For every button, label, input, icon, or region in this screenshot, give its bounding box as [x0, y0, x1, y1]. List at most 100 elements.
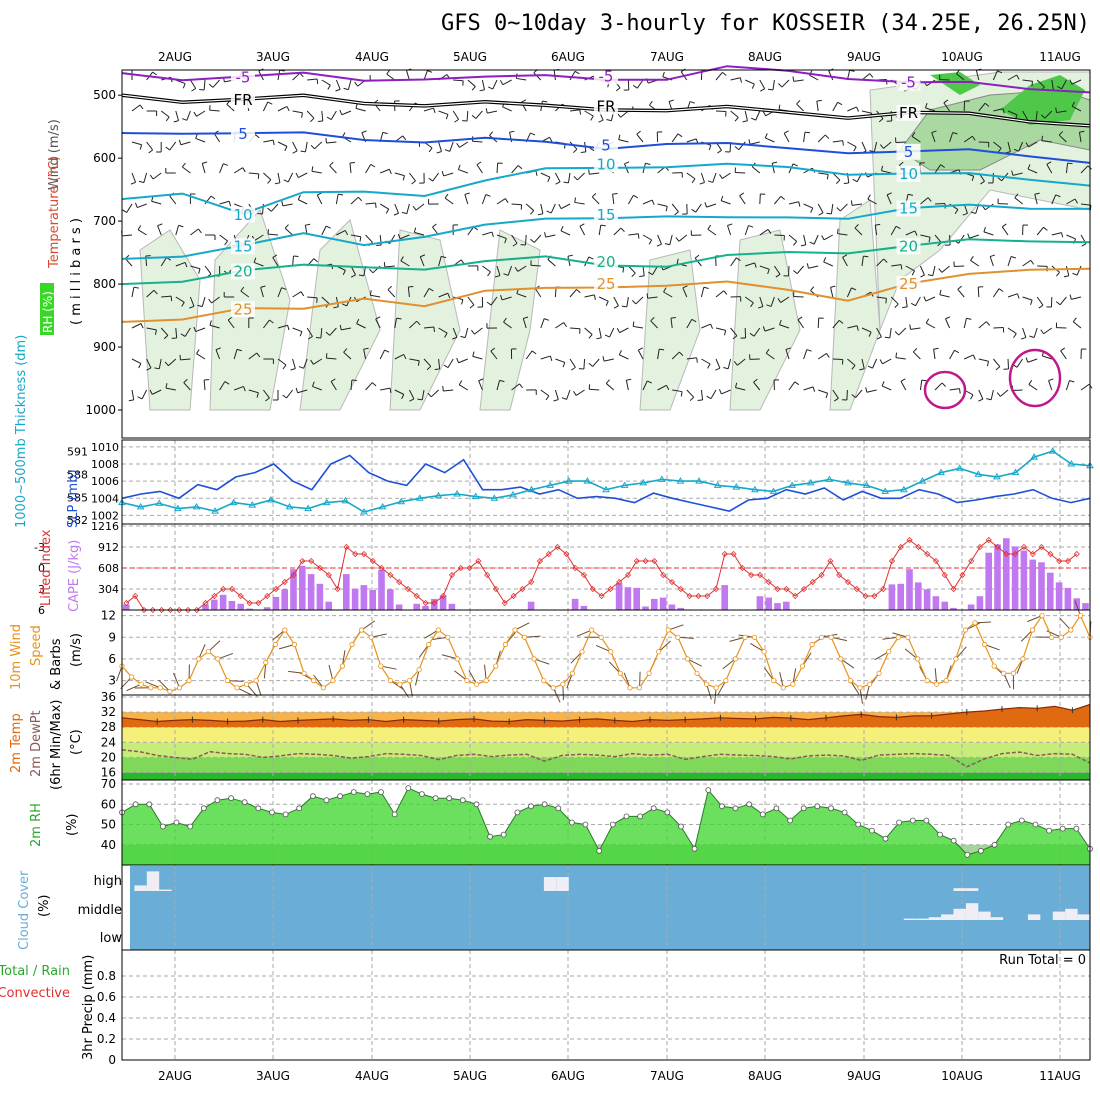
wind-barb-flag [433, 326, 435, 332]
wind-speed-marker [406, 677, 413, 684]
lifted-index-marker [290, 571, 297, 579]
wind-barb-flag [772, 161, 778, 164]
wind-barb [915, 296, 921, 306]
wind-barb [753, 327, 761, 337]
p2-thk-marker [229, 498, 238, 506]
wind-barb [890, 226, 897, 236]
wind-barb-10m [313, 674, 324, 689]
isotherm-label-bg [896, 74, 921, 91]
wind-barb [977, 286, 980, 298]
wind-speed-marker [588, 627, 595, 633]
label-slp: SLP (mb) [66, 469, 81, 528]
wind-barb-10m [562, 684, 564, 701]
wind-barb [744, 296, 754, 304]
wind-barb [803, 132, 806, 143]
wind-barb [744, 225, 749, 236]
lifted-index-marker [316, 564, 324, 572]
wind-barb-flag [859, 368, 865, 371]
wind-barb-flag [370, 163, 376, 168]
wind-barb [423, 288, 430, 298]
wind-barb-flag [1016, 293, 1020, 299]
wind-barb-10m [418, 644, 430, 658]
wind-barb [842, 257, 848, 267]
wind-barb-flag [327, 84, 331, 90]
wind-barb-10m [409, 680, 413, 697]
p4-ytick: 12 [101, 609, 116, 623]
wind-barb-flag [256, 352, 261, 358]
lifted-index-marker [448, 571, 456, 579]
rh-marker [214, 797, 221, 804]
wind-barb-flag [485, 108, 488, 114]
wind-barb [458, 358, 468, 364]
wind-barb-10m [595, 644, 611, 653]
wind-barb [270, 203, 279, 212]
wind-barb-flag [723, 290, 728, 295]
wind-barb-flag [748, 139, 751, 145]
wind-barb [525, 203, 535, 211]
wind-barb-flag [997, 70, 1003, 74]
wind-barb-flag [957, 285, 962, 290]
wind-barb-flag [500, 294, 503, 301]
wind-barb-flag [830, 285, 836, 288]
wind-barb [1080, 203, 1091, 206]
wind-barb [657, 234, 662, 245]
wind-barb-flag [184, 262, 188, 268]
wind-barb [467, 79, 476, 87]
wind-speed-marker [224, 677, 230, 684]
wind-barb-flag [197, 228, 202, 234]
wind-barb [496, 234, 507, 239]
wind-barb-flag [313, 258, 318, 263]
wind-barb [554, 172, 561, 183]
wind-barb [1048, 380, 1053, 391]
wind-barb-flag [342, 270, 346, 276]
wind-barb-flag [576, 289, 581, 294]
wind-barb [540, 355, 551, 360]
isotherm-hot-contour [1008, 348, 1062, 408]
wind-barb-10m [116, 665, 123, 682]
wind-barb-flag [479, 89, 485, 92]
wind-speed-marker [684, 656, 691, 662]
cape-bar [369, 590, 376, 610]
date-label-bottom: 10AUG [941, 1069, 983, 1083]
cape-bar [897, 583, 904, 611]
wind-barb [131, 323, 142, 329]
wind-barb [478, 380, 483, 391]
wind-barb-flag [209, 320, 212, 326]
rh-marker [241, 799, 248, 806]
wind-barb-flag [710, 323, 714, 329]
p2-thk-marker [1048, 447, 1057, 454]
wind-barb [1056, 110, 1067, 114]
rh-marker [1059, 825, 1066, 832]
wind-barb [591, 196, 600, 205]
wind-speed-marker [138, 681, 144, 687]
wind-barb [712, 172, 717, 183]
wind-barb [196, 110, 206, 117]
wind-barb [248, 389, 259, 394]
wind-barb [932, 265, 936, 276]
wind-barb-flag [779, 319, 782, 325]
wind-barb-flag [624, 161, 630, 165]
wind-barb-10m [255, 680, 262, 696]
wind-barb-flag [301, 112, 303, 118]
lifted-index-marker [536, 557, 544, 565]
cape-bar [246, 608, 253, 610]
wind-barb [583, 358, 586, 370]
wind-barb-flag [837, 228, 839, 234]
wind-barb-flag [938, 268, 943, 273]
wind-barb [1007, 358, 1010, 370]
rh-marker [964, 852, 971, 858]
wind-barb-10m [892, 632, 909, 638]
wind-barb [1071, 296, 1082, 300]
wind-barb-flag [478, 378, 484, 382]
wind-barb-10m [1027, 615, 1043, 623]
wind-barb [516, 77, 527, 81]
lifted-index-marker [950, 585, 957, 593]
wind-barb-flag [371, 382, 377, 387]
wind-barb [625, 380, 629, 391]
wind-barb-10m [984, 644, 1000, 651]
wind-barb [715, 327, 726, 331]
label-speed: Speed [29, 625, 44, 666]
wind-barb [707, 228, 717, 236]
p2-thk-marker [304, 504, 313, 512]
wind-barb [502, 79, 512, 86]
